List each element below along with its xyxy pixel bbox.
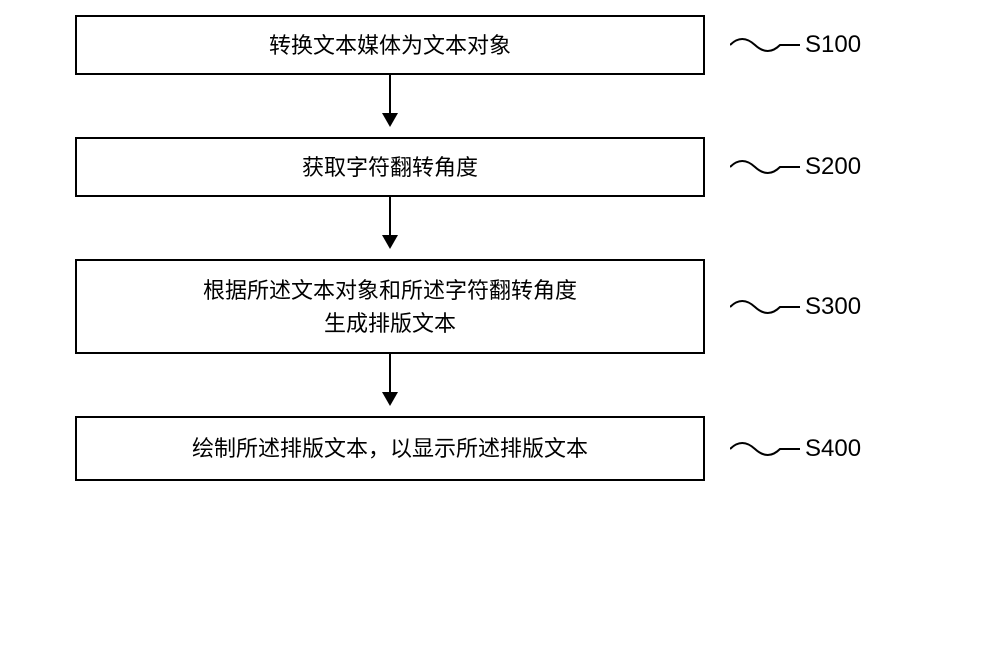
- arrow-down-icon: [389, 75, 391, 125]
- squiggle-icon: [730, 35, 800, 55]
- step-text: 根据所述文本对象和所述字符翻转角度 生成排版文本: [203, 274, 577, 340]
- arrow-down-icon: [389, 354, 391, 404]
- step-box-s300: 根据所述文本对象和所述字符翻转角度 生成排版文本: [75, 259, 705, 354]
- arrow-down-icon: [389, 197, 391, 247]
- step-text: 绘制所述排版文本，以显示所述排版文本: [192, 432, 588, 465]
- squiggle-icon: [730, 297, 800, 317]
- step-box-s100: 转换文本媒体为文本对象: [75, 15, 705, 75]
- step-row-s400: 绘制所述排版文本，以显示所述排版文本 S400: [75, 416, 925, 481]
- connector-s400: S400: [730, 435, 861, 463]
- step-label: S200: [805, 153, 861, 181]
- squiggle-icon: [730, 439, 800, 459]
- step-text: 转换文本媒体为文本对象: [269, 29, 511, 62]
- step-row-s300: 根据所述文本对象和所述字符翻转角度 生成排版文本 S300: [75, 259, 925, 354]
- arrow-container: [75, 197, 705, 259]
- step-text: 获取字符翻转角度: [302, 151, 478, 184]
- flowchart-container: 转换文本媒体为文本对象 S100 获取字符翻转角度 S200 根据所述文本对象和: [75, 15, 925, 481]
- step-label: S400: [805, 435, 861, 463]
- step-row-s200: 获取字符翻转角度 S200: [75, 137, 925, 197]
- step-row-s100: 转换文本媒体为文本对象 S100: [75, 15, 925, 75]
- step-label: S100: [805, 31, 861, 59]
- step-label: S300: [805, 293, 861, 321]
- connector-s100: S100: [730, 31, 861, 59]
- connector-s200: S200: [730, 153, 861, 181]
- connector-s300: S300: [730, 293, 861, 321]
- squiggle-icon: [730, 157, 800, 177]
- step-box-s200: 获取字符翻转角度: [75, 137, 705, 197]
- step-box-s400: 绘制所述排版文本，以显示所述排版文本: [75, 416, 705, 481]
- arrow-container: [75, 75, 705, 137]
- arrow-container: [75, 354, 705, 416]
